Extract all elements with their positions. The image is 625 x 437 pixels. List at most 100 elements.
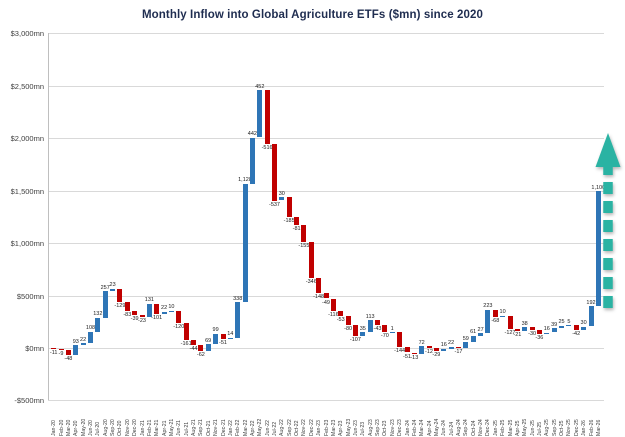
x-axis-tick-label: Aug-23 [367, 419, 374, 436]
x-axis-tick-label: Nov-21 [213, 419, 220, 436]
bar-value-label: -129 [114, 303, 126, 310]
bar [353, 324, 358, 336]
gridline [48, 348, 604, 349]
x-axis-tick-label: May-25 [522, 418, 529, 436]
bar-value-label: 22 [80, 336, 87, 343]
x-axis-tick-label: May-22 [257, 418, 264, 436]
bar [308, 241, 314, 278]
bar-value-label: -17 [454, 349, 463, 356]
x-axis-tick-label: Jun-20 [88, 420, 94, 436]
y-axis-line [48, 33, 49, 401]
bar-value-label: 257 [100, 284, 110, 291]
bar-value-label: -39 [130, 315, 139, 322]
gridline [48, 138, 604, 140]
x-axis-tick-label: Sep-23 [375, 419, 381, 436]
bar-value-label: 452 [255, 83, 265, 90]
x-axis-tick-label: Apr-24 [426, 420, 433, 436]
bar [426, 346, 432, 348]
bar-value-label: -516 [261, 145, 273, 152]
bar-value-label: -12 [425, 348, 433, 355]
bar-value-label: -29 [432, 351, 441, 358]
bar [404, 347, 410, 353]
bar-value-label: 22 [448, 340, 455, 347]
gridline [48, 400, 604, 402]
bar-value-label: -44 [189, 345, 198, 352]
gridline [48, 85, 604, 87]
x-axis-tick-label: Nov-23 [389, 419, 396, 436]
x-axis-tick-label: Jan-20 [51, 420, 58, 436]
bar-value-label: -144 [394, 348, 406, 355]
bar [514, 329, 520, 332]
x-axis-tick-label: May-23 [345, 418, 352, 436]
bar [110, 288, 116, 291]
bar [117, 288, 123, 302]
bar [220, 333, 226, 339]
x-axis-tick-label: Jan-26 [581, 420, 588, 436]
x-axis-tick-label: Jun-21 [176, 420, 183, 436]
bar-value-label: 338 [233, 295, 243, 302]
bar [397, 332, 403, 348]
bar-value-label: -48 [64, 356, 73, 363]
x-axis-tick-label: Apr-20 [73, 420, 80, 436]
bar-value-label: -42 [572, 330, 581, 337]
bar-value-label: -30 [528, 331, 537, 338]
bar [316, 277, 322, 294]
y-axis-tick-label: $500mn [16, 291, 44, 301]
bar-value-label: 30 [278, 190, 285, 197]
bar-value-label: 93 [72, 338, 79, 345]
bar [176, 310, 182, 324]
x-axis-tick-label: Sep-22 [286, 419, 293, 436]
y-axis-tick-label: $1,500mn [10, 186, 44, 196]
x-axis-tick-label: Jan-24 [404, 420, 411, 436]
x-axis-tick-label: Apr-23 [338, 420, 345, 436]
bar [507, 315, 513, 329]
x-axis-tick-label: Apr-25 [514, 420, 521, 436]
x-axis-tick-label: Dec-24 [485, 419, 492, 436]
bar-value-label: -107 [349, 336, 361, 343]
bar [286, 197, 292, 217]
x-axis-tick-label: Aug-25 [544, 419, 551, 436]
bar-value-label: 1,128 [238, 177, 252, 184]
chart-title: Monthly Inflow into Global Agriculture E… [141, 9, 484, 21]
x-axis-tick-label: Nov-20 [124, 419, 131, 436]
bar [80, 343, 86, 346]
x-axis-tick-label: Dec-22 [308, 419, 315, 436]
bar-value-label: 99 [212, 327, 219, 334]
x-axis-tick-label: Feb-21 [146, 419, 153, 436]
bar-value-label: -51 [219, 340, 227, 347]
x-axis-tick-label: Jan-22 [227, 420, 234, 436]
bar [294, 216, 300, 226]
bar [360, 332, 366, 336]
x-axis-tick-label: Dec-20 [132, 419, 139, 436]
y-axis-tick-label: $2,500mn [10, 81, 44, 91]
bar [272, 144, 277, 201]
x-axis-tick-label: Jan-21 [139, 420, 146, 436]
bar [183, 323, 189, 341]
bar-value-label: -9 [58, 351, 64, 358]
x-axis-tick-label: Aug-24 [456, 419, 462, 436]
bar-value-label: 132 [93, 311, 103, 318]
bar [249, 137, 255, 184]
bar [478, 333, 484, 336]
bar-value-label: -116 [328, 311, 339, 318]
y-axis-tick-label: -$500mn [14, 396, 44, 406]
x-axis-tick-label: Feb-26 [588, 419, 595, 436]
x-axis-tick-label: Apr-21 [161, 420, 168, 436]
bar [198, 344, 204, 352]
bar [522, 327, 528, 332]
x-axis-tick-label: Jun-25 [529, 420, 536, 436]
x-axis-tick-label: Jul-20 [95, 421, 102, 436]
x-axis-tick-label: Dec-23 [397, 419, 404, 436]
bar-value-label: 192 [586, 299, 596, 306]
bar [375, 320, 380, 325]
bar-value-label: -346 [305, 278, 317, 285]
bar-value-label: 131 [144, 297, 154, 303]
y-axis-tick-label: $2,000mn [10, 134, 44, 144]
x-axis-tick-label: Feb-23 [323, 419, 330, 436]
bar-value-label: 38 [521, 320, 528, 327]
y-axis-tick-label: $3,000mn [10, 29, 44, 39]
bar-value-label: 1,100 [591, 184, 606, 191]
bar-value-label: -155 [298, 242, 310, 249]
bar [573, 325, 579, 330]
